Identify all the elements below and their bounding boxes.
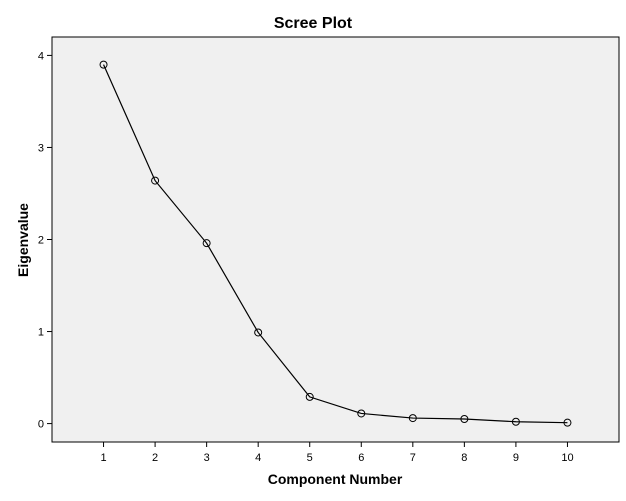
chart-title: Scree Plot bbox=[274, 15, 353, 32]
y-axis-label: Eigenvalue bbox=[15, 203, 31, 277]
data-point bbox=[563, 418, 572, 427]
x-tick-label: 5 bbox=[307, 452, 313, 464]
data-point bbox=[357, 409, 366, 418]
x-tick-label: 4 bbox=[255, 452, 261, 464]
x-axis-label: Component Number bbox=[268, 471, 403, 487]
x-tick-label: 3 bbox=[204, 452, 210, 464]
y-tick-label: 2 bbox=[38, 235, 44, 247]
data-point bbox=[511, 417, 520, 426]
y-tick-label: 0 bbox=[38, 419, 44, 431]
data-point bbox=[151, 176, 160, 185]
plot-area bbox=[51, 36, 620, 443]
data-point bbox=[202, 239, 211, 248]
data-point bbox=[408, 414, 417, 423]
data-point bbox=[254, 328, 263, 337]
data-point bbox=[99, 60, 108, 69]
series-group bbox=[99, 60, 572, 427]
x-tick-label: 7 bbox=[410, 452, 416, 464]
y-tick-label: 3 bbox=[38, 142, 44, 154]
x-tick-label: 2 bbox=[152, 452, 158, 464]
x-tick-label: 1 bbox=[100, 452, 106, 464]
y-tick-label: 4 bbox=[38, 50, 44, 62]
axis-ticks: 0 1 2 3 4 1 2 3 4 5 6 7 8 9 10 bbox=[38, 50, 574, 464]
data-point bbox=[305, 392, 314, 401]
series-line bbox=[103, 64, 568, 424]
x-tick-label: 10 bbox=[561, 452, 573, 464]
y-tick-label: 1 bbox=[38, 327, 44, 339]
x-tick-label: 8 bbox=[461, 452, 467, 464]
x-tick-label: 9 bbox=[513, 452, 519, 464]
data-point bbox=[460, 414, 469, 423]
x-tick-label: 6 bbox=[358, 452, 364, 464]
